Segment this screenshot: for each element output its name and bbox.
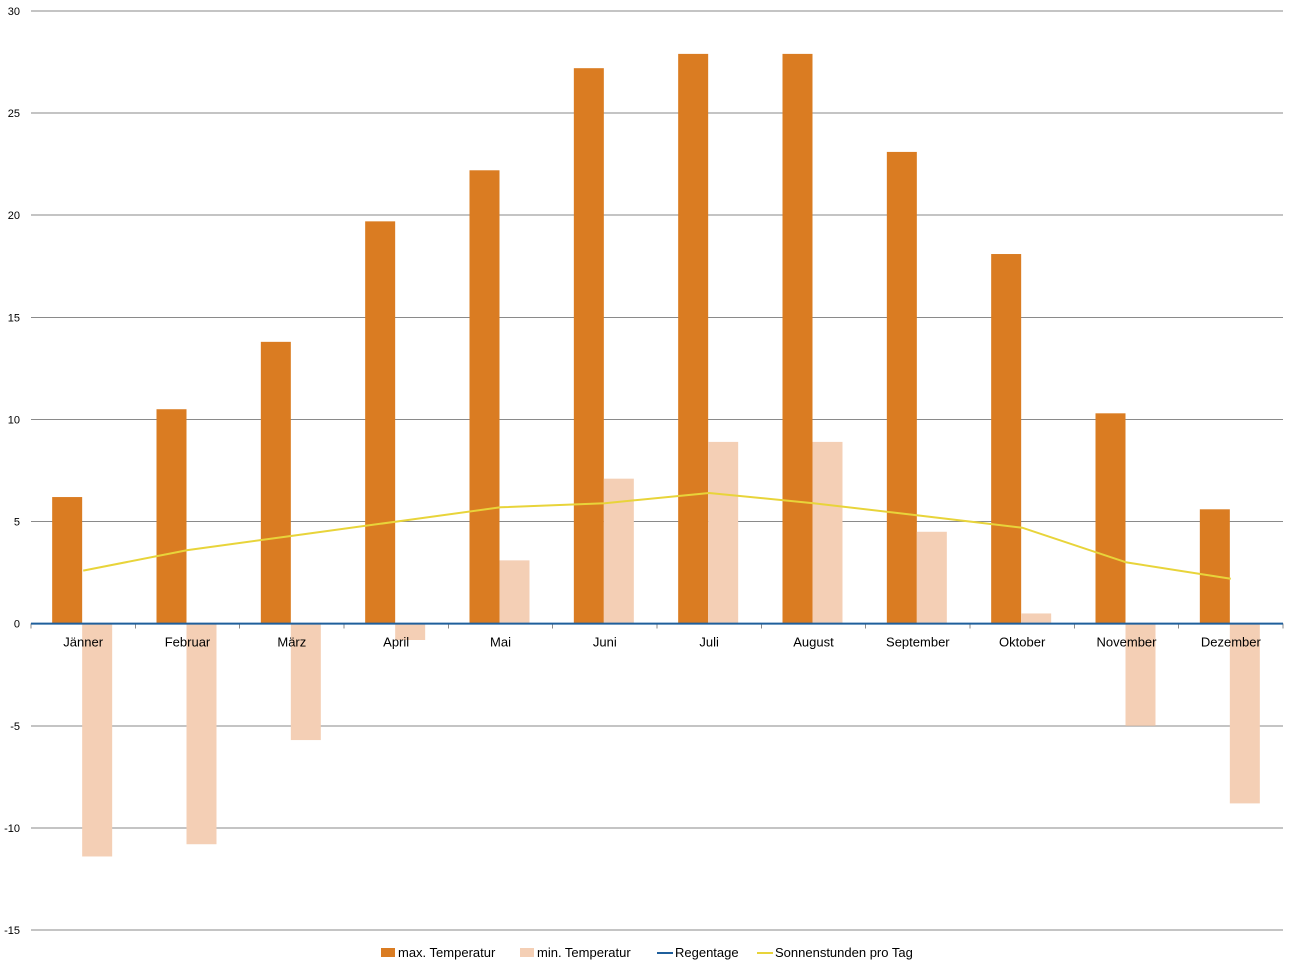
x-category-label: September <box>886 635 950 650</box>
max-temperature-bar <box>469 170 500 624</box>
x-category-label: April <box>383 635 409 650</box>
x-category-label: Jänner <box>63 635 103 650</box>
sunshine-hours-line <box>83 491 1231 580</box>
x-axis-categories: Jänner Februar März April Mai Juni Juli August S… <box>63 635 1261 650</box>
y-tick-label: 5 <box>14 517 20 529</box>
y-tick-label: 15 <box>8 312 20 324</box>
x-category-label: Mai <box>490 635 511 650</box>
min-temperature-bar <box>186 623 217 845</box>
max-temperature-bar <box>156 409 187 624</box>
min-temperature-bar <box>395 623 426 641</box>
x-category-label: Juli <box>699 635 719 650</box>
legend-label: max. Temperatur <box>398 945 496 960</box>
x-category-label: Oktober <box>999 635 1046 650</box>
y-tick-label: 30 <box>8 6 20 18</box>
line-series <box>31 491 1283 625</box>
gridlines <box>30 10 1284 931</box>
max-temperature-bar <box>782 53 813 624</box>
max-temperature-bar <box>991 254 1022 624</box>
max-temperature-bar <box>573 68 604 624</box>
legend-label: Regentage <box>675 945 739 960</box>
min-temperature-bar <box>82 623 113 857</box>
min-temperature-bar <box>708 441 739 624</box>
max-temperature-bar <box>52 497 83 624</box>
min-temperature-bar <box>290 623 321 741</box>
max-temperature-bar <box>1095 413 1126 624</box>
y-tick-label: 20 <box>8 210 20 222</box>
legend-swatch <box>381 948 395 957</box>
max-temperature-bar <box>886 151 917 624</box>
min-temperature-bar <box>1229 623 1260 804</box>
min-temperature-bar <box>499 560 530 624</box>
legend: max. Temperatur min. Temperatur Regentage S… <box>381 945 913 960</box>
y-tick-label: 10 <box>8 414 20 426</box>
min-temperature-bar <box>1125 623 1156 726</box>
y-tick-label: -10 <box>4 823 20 835</box>
x-category-label: August <box>793 635 834 650</box>
max-temperature-bar <box>365 221 396 624</box>
y-tick-label: 25 <box>8 108 20 120</box>
y-tick-label: 0 <box>14 619 20 631</box>
legend-label: min. Temperatur <box>537 945 631 960</box>
y-axis-ticks: 30 25 20 15 10 5 0 -5 -10 -15 <box>4 6 20 937</box>
y-tick-label: -5 <box>10 721 20 733</box>
x-category-label: November <box>1097 635 1158 650</box>
legend-label: Sonnenstunden pro Tag <box>775 945 913 960</box>
max-temperature-bar <box>260 341 291 624</box>
x-category-label: Dezember <box>1201 635 1262 650</box>
x-category-label: Februar <box>165 635 211 650</box>
min-temperature-bar <box>916 531 947 624</box>
max-temperature-bar <box>678 53 709 624</box>
y-tick-label: -15 <box>4 925 20 937</box>
bar-series <box>52 53 1260 857</box>
x-category-label: März <box>277 635 306 650</box>
min-temperature-bar <box>1021 613 1052 624</box>
x-category-label: Juni <box>593 635 617 650</box>
max-temperature-bar <box>1199 509 1230 624</box>
legend-swatch <box>520 948 534 957</box>
min-temperature-bar <box>812 441 843 624</box>
